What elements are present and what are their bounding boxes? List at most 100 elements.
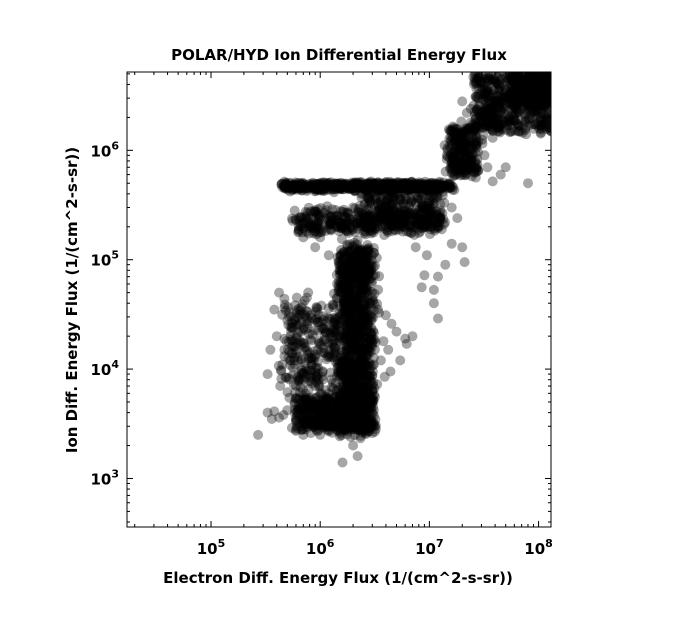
scatter-point — [341, 345, 352, 356]
scatter-point — [473, 136, 484, 147]
scatter-point — [323, 250, 334, 261]
scatter-point — [344, 334, 355, 345]
scatter-point — [343, 395, 354, 406]
scatter-point — [337, 370, 348, 381]
scatter-point — [334, 265, 345, 276]
scatter-point — [550, 91, 551, 97]
scatter-point — [350, 389, 360, 400]
scatter-point — [482, 162, 493, 173]
scatter-point — [350, 421, 361, 432]
scatter-point — [362, 344, 373, 355]
scatter-point — [335, 330, 346, 341]
scatter-point — [355, 305, 366, 316]
scatter-point — [367, 277, 377, 288]
scatter-point — [367, 336, 378, 347]
scatter-point — [356, 370, 367, 381]
scatter-point — [348, 294, 359, 305]
scatter-point — [336, 430, 347, 441]
scatter-point — [355, 284, 366, 295]
scatter-point — [337, 259, 348, 270]
scatter-point — [351, 248, 361, 259]
scatter-point — [354, 394, 365, 405]
scatter-point — [343, 342, 354, 353]
scatter-point — [340, 294, 351, 305]
scatter-point — [337, 273, 348, 284]
scatter-point — [348, 252, 359, 263]
scatter-point — [419, 180, 430, 191]
scatter-point — [446, 202, 457, 213]
scatter-point — [340, 304, 351, 315]
scatter-point — [367, 386, 378, 396]
scatter-point — [364, 179, 374, 190]
scatter-point — [349, 375, 360, 386]
y-axis-label: Ion Diff. Energy Flux (1/(cm^2-s-sr)) — [63, 147, 81, 453]
scatter-point — [336, 345, 347, 356]
scatter-point — [284, 307, 295, 318]
scatter-point — [306, 355, 316, 366]
scatter-point — [338, 385, 348, 396]
scatter-point — [298, 374, 309, 385]
scatter-point — [354, 308, 365, 319]
scatter-point — [342, 289, 353, 300]
scatter-point — [440, 259, 451, 270]
scatter-point — [349, 266, 360, 277]
scatter-point — [351, 331, 362, 341]
scatter-point — [357, 266, 368, 277]
scatter-point — [352, 380, 363, 391]
scatter-point — [345, 245, 356, 256]
scatter-point — [347, 365, 358, 376]
scatter-point — [343, 352, 354, 363]
scatter-point — [310, 242, 321, 253]
scatter-point — [352, 414, 363, 425]
scatter-point — [364, 258, 375, 269]
scatter-point — [343, 405, 354, 416]
scatter-point — [366, 328, 377, 339]
scatter-point — [345, 431, 356, 442]
scatter-point — [355, 387, 366, 397]
scatter-point — [335, 278, 346, 288]
scatter-point — [335, 350, 346, 361]
scatter-point — [359, 284, 370, 295]
scatter-point — [342, 342, 353, 352]
scatter-point — [356, 251, 367, 262]
scatter-point — [353, 316, 364, 327]
scatter-point — [446, 238, 457, 249]
scatter-point — [349, 401, 360, 412]
scatter-point — [361, 429, 371, 439]
y-tick-label: 105 — [90, 249, 119, 270]
scatter-point — [346, 255, 357, 266]
scatter-point — [353, 357, 364, 368]
scatter-point — [416, 282, 427, 293]
scatter-point — [351, 331, 362, 342]
scatter-point — [361, 254, 372, 265]
scatter-point — [343, 330, 354, 341]
scatter-point — [346, 376, 357, 386]
scatter-point — [335, 250, 346, 261]
scatter-point — [337, 267, 348, 278]
scatter-point — [345, 422, 355, 433]
scatter-point — [345, 384, 356, 395]
scatter-point — [487, 112, 498, 123]
scatter-point — [357, 422, 368, 433]
y-tick-label: 106 — [90, 139, 119, 160]
scatter-point — [355, 260, 366, 271]
scatter-point — [334, 256, 345, 267]
scatter-point — [369, 288, 380, 299]
scatter-point — [358, 247, 369, 258]
scatter-point — [361, 319, 372, 330]
scatter-point — [353, 366, 364, 377]
scatter-point — [479, 150, 490, 161]
scatter-point — [335, 287, 346, 298]
scatter-point — [349, 301, 360, 312]
scatter-point — [366, 303, 377, 314]
scatter-point — [341, 299, 351, 310]
scatter-point — [342, 266, 353, 277]
scatter-point — [352, 257, 363, 268]
scatter-point — [366, 379, 377, 390]
scatter-point — [338, 297, 349, 308]
scatter-point — [363, 426, 374, 437]
scatter-point — [370, 260, 380, 271]
scatter-point — [345, 255, 356, 266]
scatter-point — [344, 276, 355, 286]
scatter-point — [359, 252, 370, 263]
